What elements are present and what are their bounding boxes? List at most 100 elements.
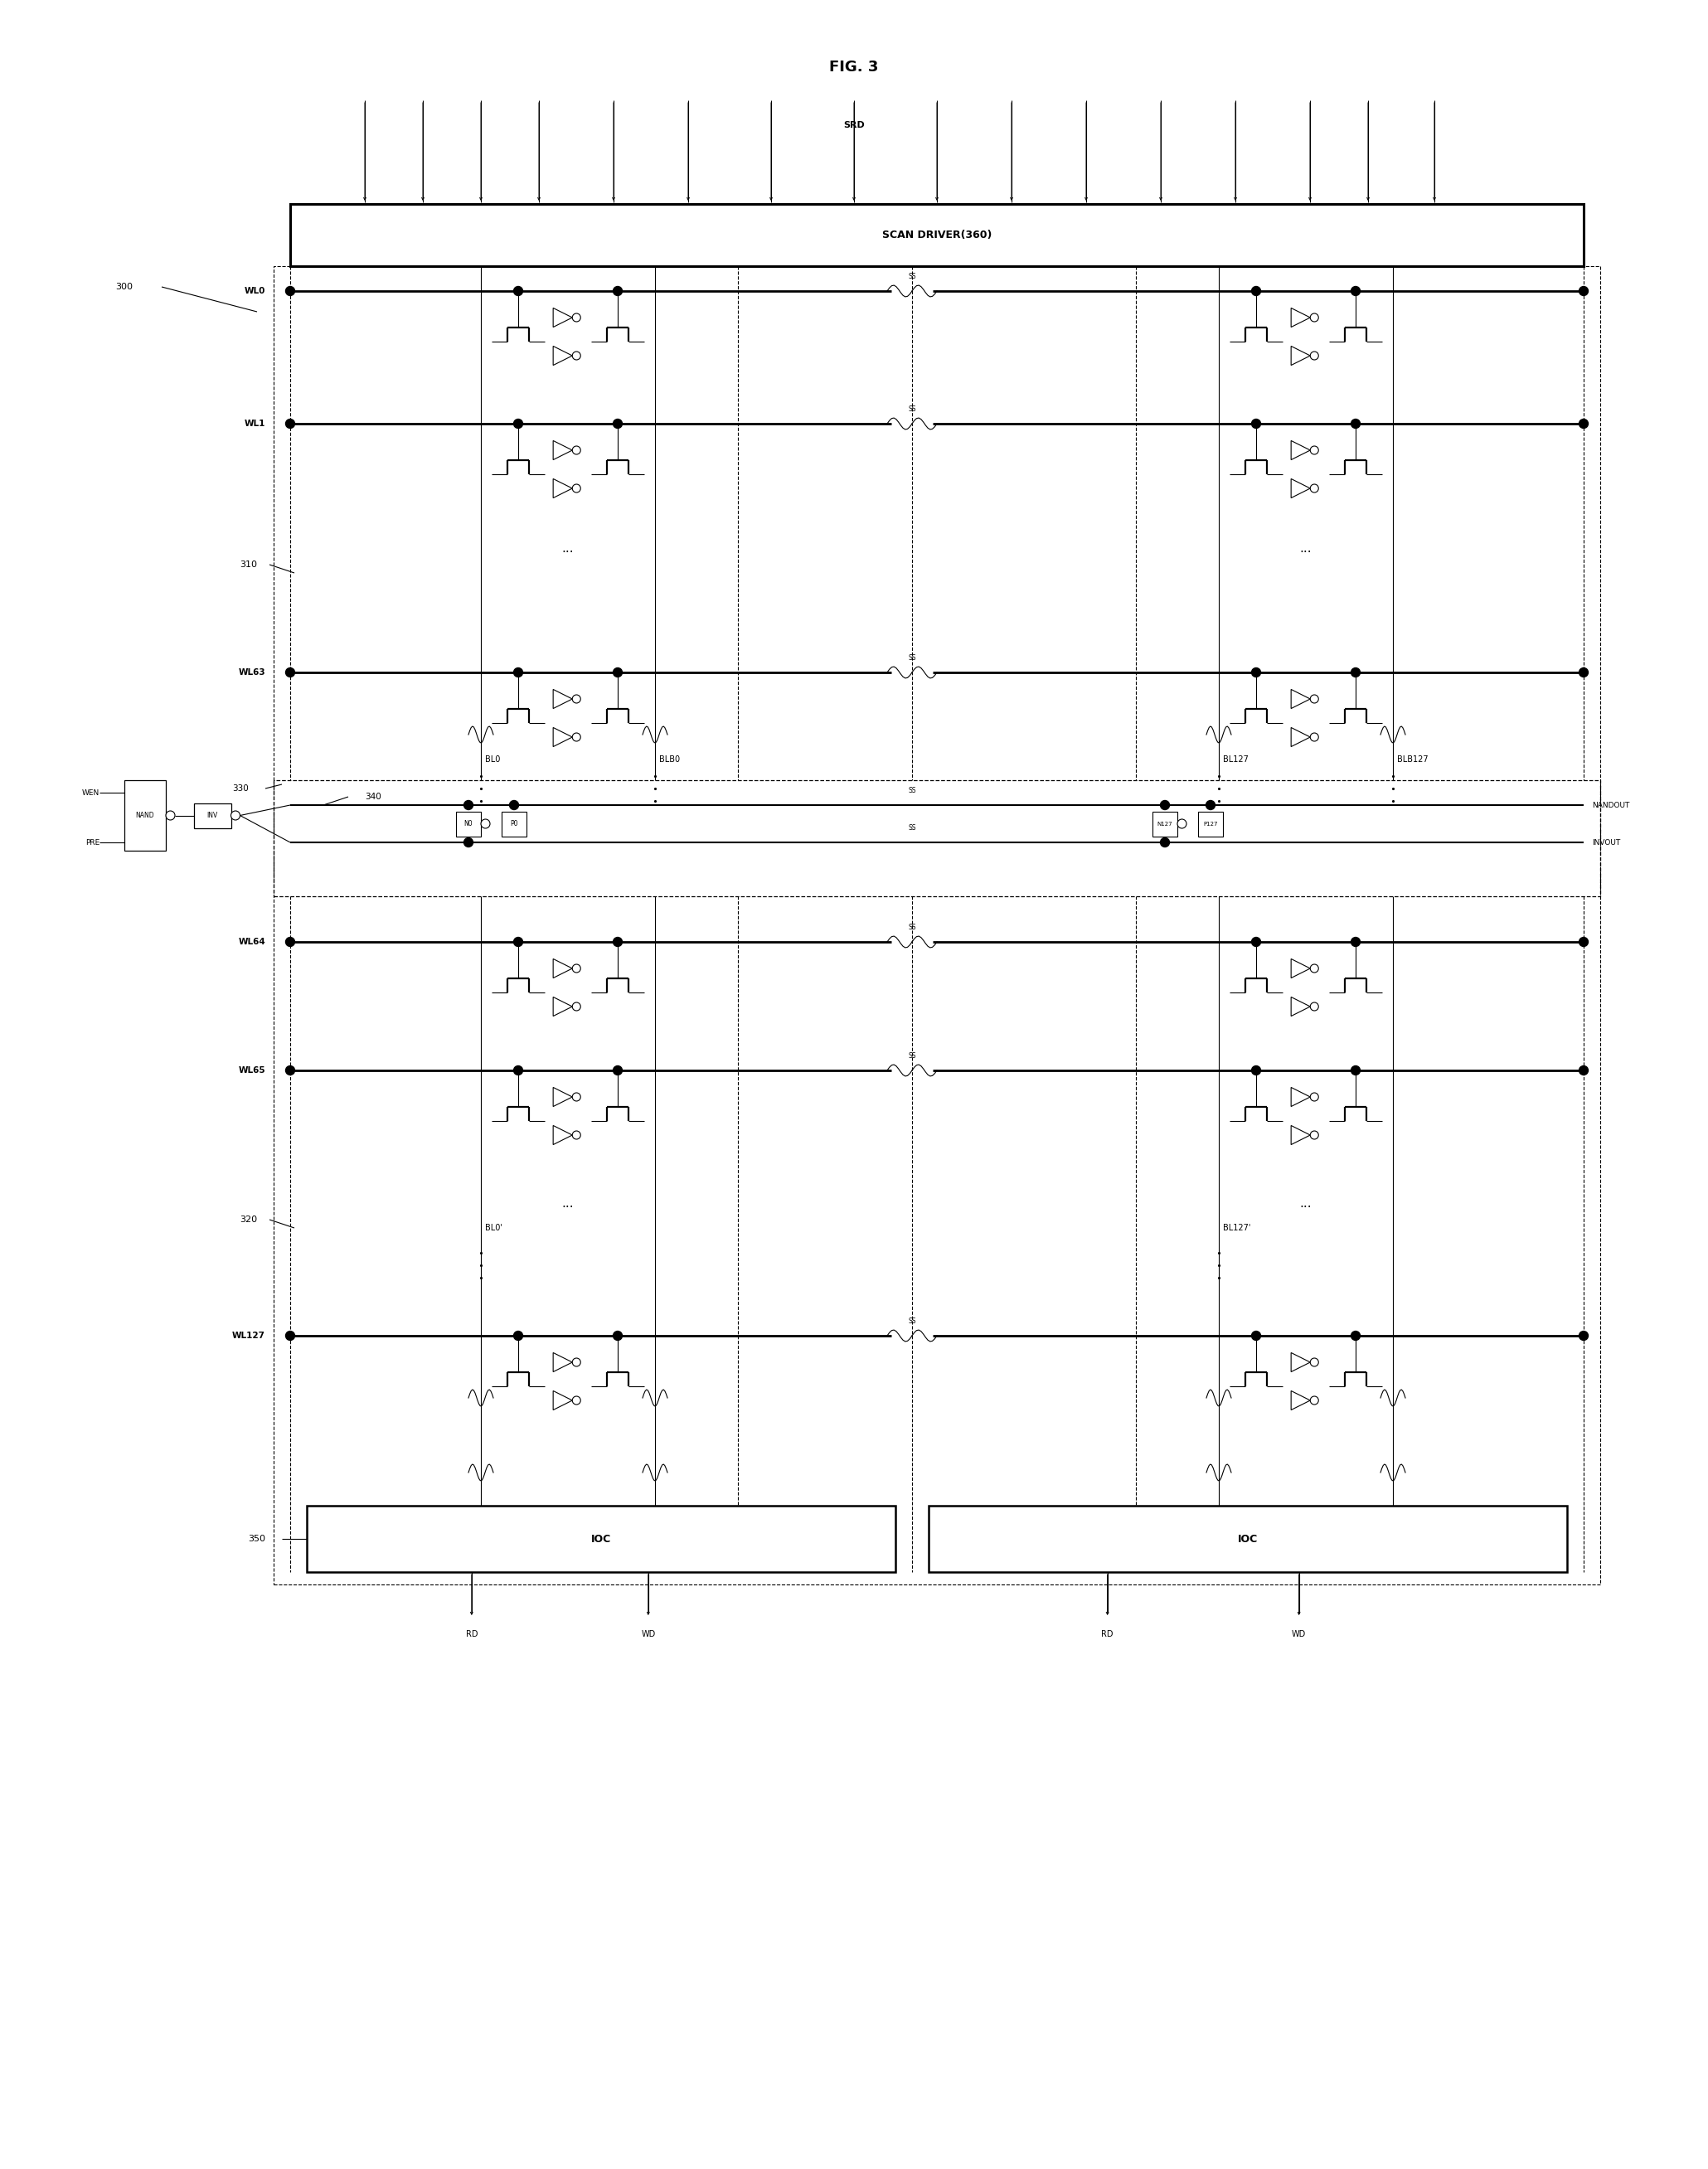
Circle shape	[1351, 419, 1360, 427]
Circle shape	[613, 1332, 622, 1340]
Circle shape	[1160, 837, 1170, 846]
Text: BL0': BL0'	[485, 1223, 502, 1232]
Circle shape	[514, 668, 523, 677]
Circle shape	[465, 800, 473, 809]
Circle shape	[1310, 1397, 1319, 1406]
Circle shape	[572, 733, 581, 742]
Text: BL0: BL0	[485, 755, 500, 763]
Text: NAND: NAND	[135, 811, 154, 820]
Text: 340: 340	[366, 792, 381, 800]
Bar	[307, 1505, 895, 1573]
Circle shape	[1310, 312, 1319, 321]
Bar	[273, 267, 1600, 1586]
Text: P127: P127	[1202, 822, 1218, 826]
Text: WD: WD	[640, 1631, 656, 1638]
Text: 310: 310	[239, 560, 256, 568]
Circle shape	[613, 937, 622, 946]
Text: SS: SS	[909, 273, 915, 280]
Text: WL63: WL63	[239, 668, 265, 677]
Circle shape	[572, 312, 581, 321]
Circle shape	[1310, 1093, 1319, 1102]
Circle shape	[509, 800, 519, 809]
Circle shape	[572, 1002, 581, 1011]
Circle shape	[1252, 419, 1261, 427]
Text: 320: 320	[239, 1215, 256, 1223]
Bar	[929, 1505, 1566, 1573]
Circle shape	[1252, 937, 1261, 946]
Circle shape	[1351, 286, 1360, 295]
Text: WL0: WL0	[244, 286, 265, 295]
Text: FIG. 3: FIG. 3	[830, 61, 878, 74]
Text: RD: RD	[1102, 1631, 1114, 1638]
Circle shape	[613, 668, 622, 677]
Text: WL127: WL127	[232, 1332, 265, 1340]
Circle shape	[1252, 668, 1261, 677]
Circle shape	[1310, 484, 1319, 492]
Circle shape	[1580, 1065, 1588, 1076]
Circle shape	[1351, 1065, 1360, 1076]
Text: BL127: BL127	[1223, 755, 1249, 763]
Text: WD: WD	[1291, 1631, 1307, 1638]
Text: SS: SS	[909, 406, 915, 412]
Bar	[456, 811, 482, 837]
Circle shape	[572, 447, 581, 453]
Text: BLB0: BLB0	[659, 755, 680, 763]
Circle shape	[514, 1065, 523, 1076]
Bar	[1153, 811, 1177, 837]
Text: SS: SS	[909, 924, 915, 931]
Text: INV: INV	[207, 811, 217, 820]
Text: IOC: IOC	[591, 1533, 611, 1544]
Circle shape	[1580, 668, 1588, 677]
Text: NANDOUT: NANDOUT	[1592, 800, 1629, 809]
Text: 350: 350	[248, 1536, 265, 1542]
Circle shape	[1252, 1332, 1261, 1340]
Circle shape	[1310, 1130, 1319, 1139]
Circle shape	[514, 937, 523, 946]
Circle shape	[482, 820, 490, 829]
Text: SRD: SRD	[844, 121, 864, 130]
Text: SS: SS	[909, 1317, 915, 1325]
Circle shape	[1310, 351, 1319, 360]
Text: RD: RD	[466, 1631, 478, 1638]
Bar	[1197, 811, 1223, 837]
Circle shape	[572, 484, 581, 492]
Circle shape	[514, 419, 523, 427]
Bar	[290, 204, 1583, 267]
Circle shape	[613, 1065, 622, 1076]
Circle shape	[1177, 820, 1187, 829]
Text: BLB127: BLB127	[1397, 755, 1428, 763]
Circle shape	[285, 1065, 295, 1076]
Circle shape	[572, 965, 581, 972]
Circle shape	[285, 286, 295, 295]
Circle shape	[572, 1358, 581, 1366]
Circle shape	[1580, 286, 1588, 295]
Text: PRE: PRE	[85, 839, 99, 846]
Text: SS: SS	[909, 824, 915, 831]
Circle shape	[1351, 668, 1360, 677]
Text: N127: N127	[1158, 822, 1173, 826]
Text: ...: ...	[1300, 542, 1312, 555]
Circle shape	[1310, 447, 1319, 453]
Circle shape	[1252, 1065, 1261, 1076]
Circle shape	[166, 811, 174, 820]
Text: 330: 330	[232, 785, 249, 792]
Text: P0: P0	[511, 820, 518, 826]
Text: ...: ...	[1300, 1197, 1312, 1210]
Circle shape	[1351, 937, 1360, 946]
Text: WEN: WEN	[82, 790, 99, 796]
Circle shape	[613, 286, 622, 295]
Bar	[502, 811, 526, 837]
Bar	[273, 781, 1600, 896]
Text: 300: 300	[116, 282, 133, 291]
Circle shape	[1252, 286, 1261, 295]
Circle shape	[1580, 937, 1588, 946]
Circle shape	[285, 1332, 295, 1340]
Circle shape	[1580, 1332, 1588, 1340]
Text: BL127': BL127'	[1223, 1223, 1250, 1232]
Circle shape	[1310, 694, 1319, 703]
Circle shape	[1310, 733, 1319, 742]
Circle shape	[1351, 1332, 1360, 1340]
Text: IOC: IOC	[1238, 1533, 1257, 1544]
Circle shape	[285, 668, 295, 677]
Circle shape	[572, 1130, 581, 1139]
